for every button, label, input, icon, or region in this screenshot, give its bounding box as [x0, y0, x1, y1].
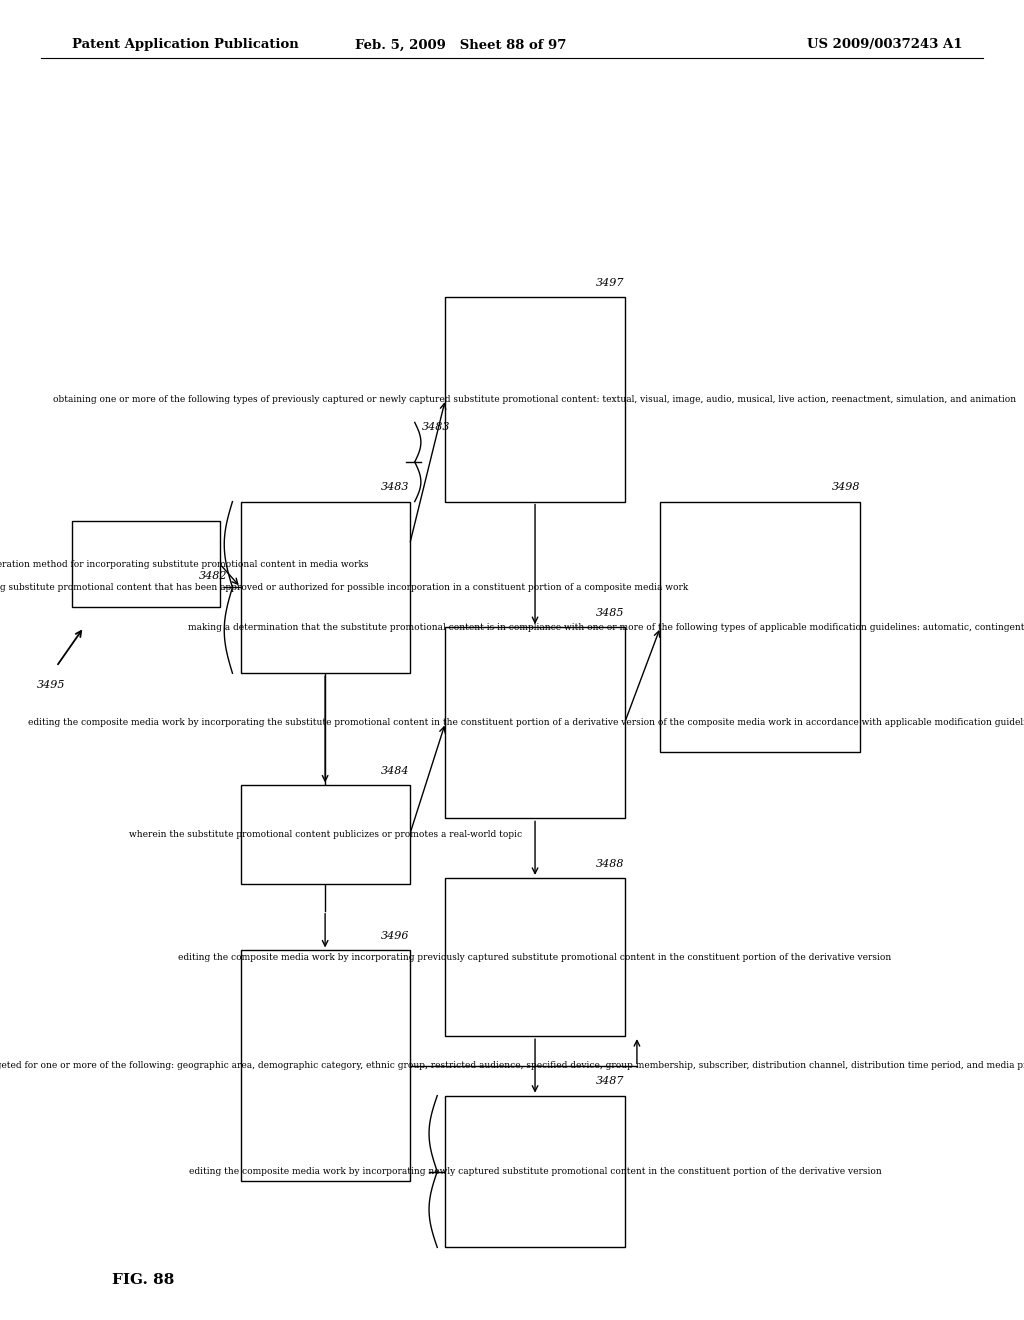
Text: 3488: 3488 [596, 858, 625, 869]
Text: 3496: 3496 [381, 931, 410, 941]
FancyBboxPatch shape [241, 502, 410, 673]
Text: obtaining substitute promotional content that has been approved or authorized fo: obtaining substitute promotional content… [0, 583, 688, 591]
Text: US 2009/0037243 A1: US 2009/0037243 A1 [807, 38, 963, 51]
FancyBboxPatch shape [660, 502, 860, 752]
FancyBboxPatch shape [241, 785, 410, 884]
Text: editing the composite media work by incorporating newly captured substitute prom: editing the composite media work by inco… [188, 1167, 882, 1176]
FancyBboxPatch shape [445, 1096, 625, 1247]
Text: 3485: 3485 [596, 607, 625, 618]
FancyBboxPatch shape [72, 521, 220, 607]
Text: 3484: 3484 [381, 766, 410, 776]
Text: 3487: 3487 [596, 1076, 625, 1086]
Text: obtaining one or more of the following types of previously captured or newly cap: obtaining one or more of the following t… [53, 395, 1017, 404]
FancyBboxPatch shape [445, 627, 625, 818]
Text: 3483: 3483 [422, 422, 451, 433]
Text: 3483: 3483 [381, 482, 410, 492]
Text: obtaining substitute promotional content for incorporation in the derivative ver: obtaining substitute promotional content… [0, 1061, 1024, 1071]
FancyBboxPatch shape [445, 878, 625, 1036]
Text: editing the composite media work by incorporating previously captured substitute: editing the composite media work by inco… [178, 953, 892, 961]
Text: providing an alteration method for incorporating substitute promotional content : providing an alteration method for incor… [0, 560, 369, 569]
FancyBboxPatch shape [241, 950, 410, 1181]
Text: 3495: 3495 [37, 680, 66, 690]
Text: 3498: 3498 [831, 482, 860, 492]
Text: Feb. 5, 2009   Sheet 88 of 97: Feb. 5, 2009 Sheet 88 of 97 [355, 38, 566, 51]
Text: wherein the substitute promotional content publicizes or promotes a real-world t: wherein the substitute promotional conte… [129, 830, 521, 840]
Text: FIG. 88: FIG. 88 [113, 1274, 174, 1287]
Text: making a determination that the substitute promotional content is in compliance : making a determination that the substitu… [188, 623, 1024, 631]
Text: editing the composite media work by incorporating the substitute promotional con: editing the composite media work by inco… [28, 718, 1024, 727]
Text: 3497: 3497 [596, 277, 625, 288]
FancyBboxPatch shape [445, 297, 625, 502]
Text: Patent Application Publication: Patent Application Publication [72, 38, 298, 51]
Text: 3482: 3482 [199, 570, 227, 581]
